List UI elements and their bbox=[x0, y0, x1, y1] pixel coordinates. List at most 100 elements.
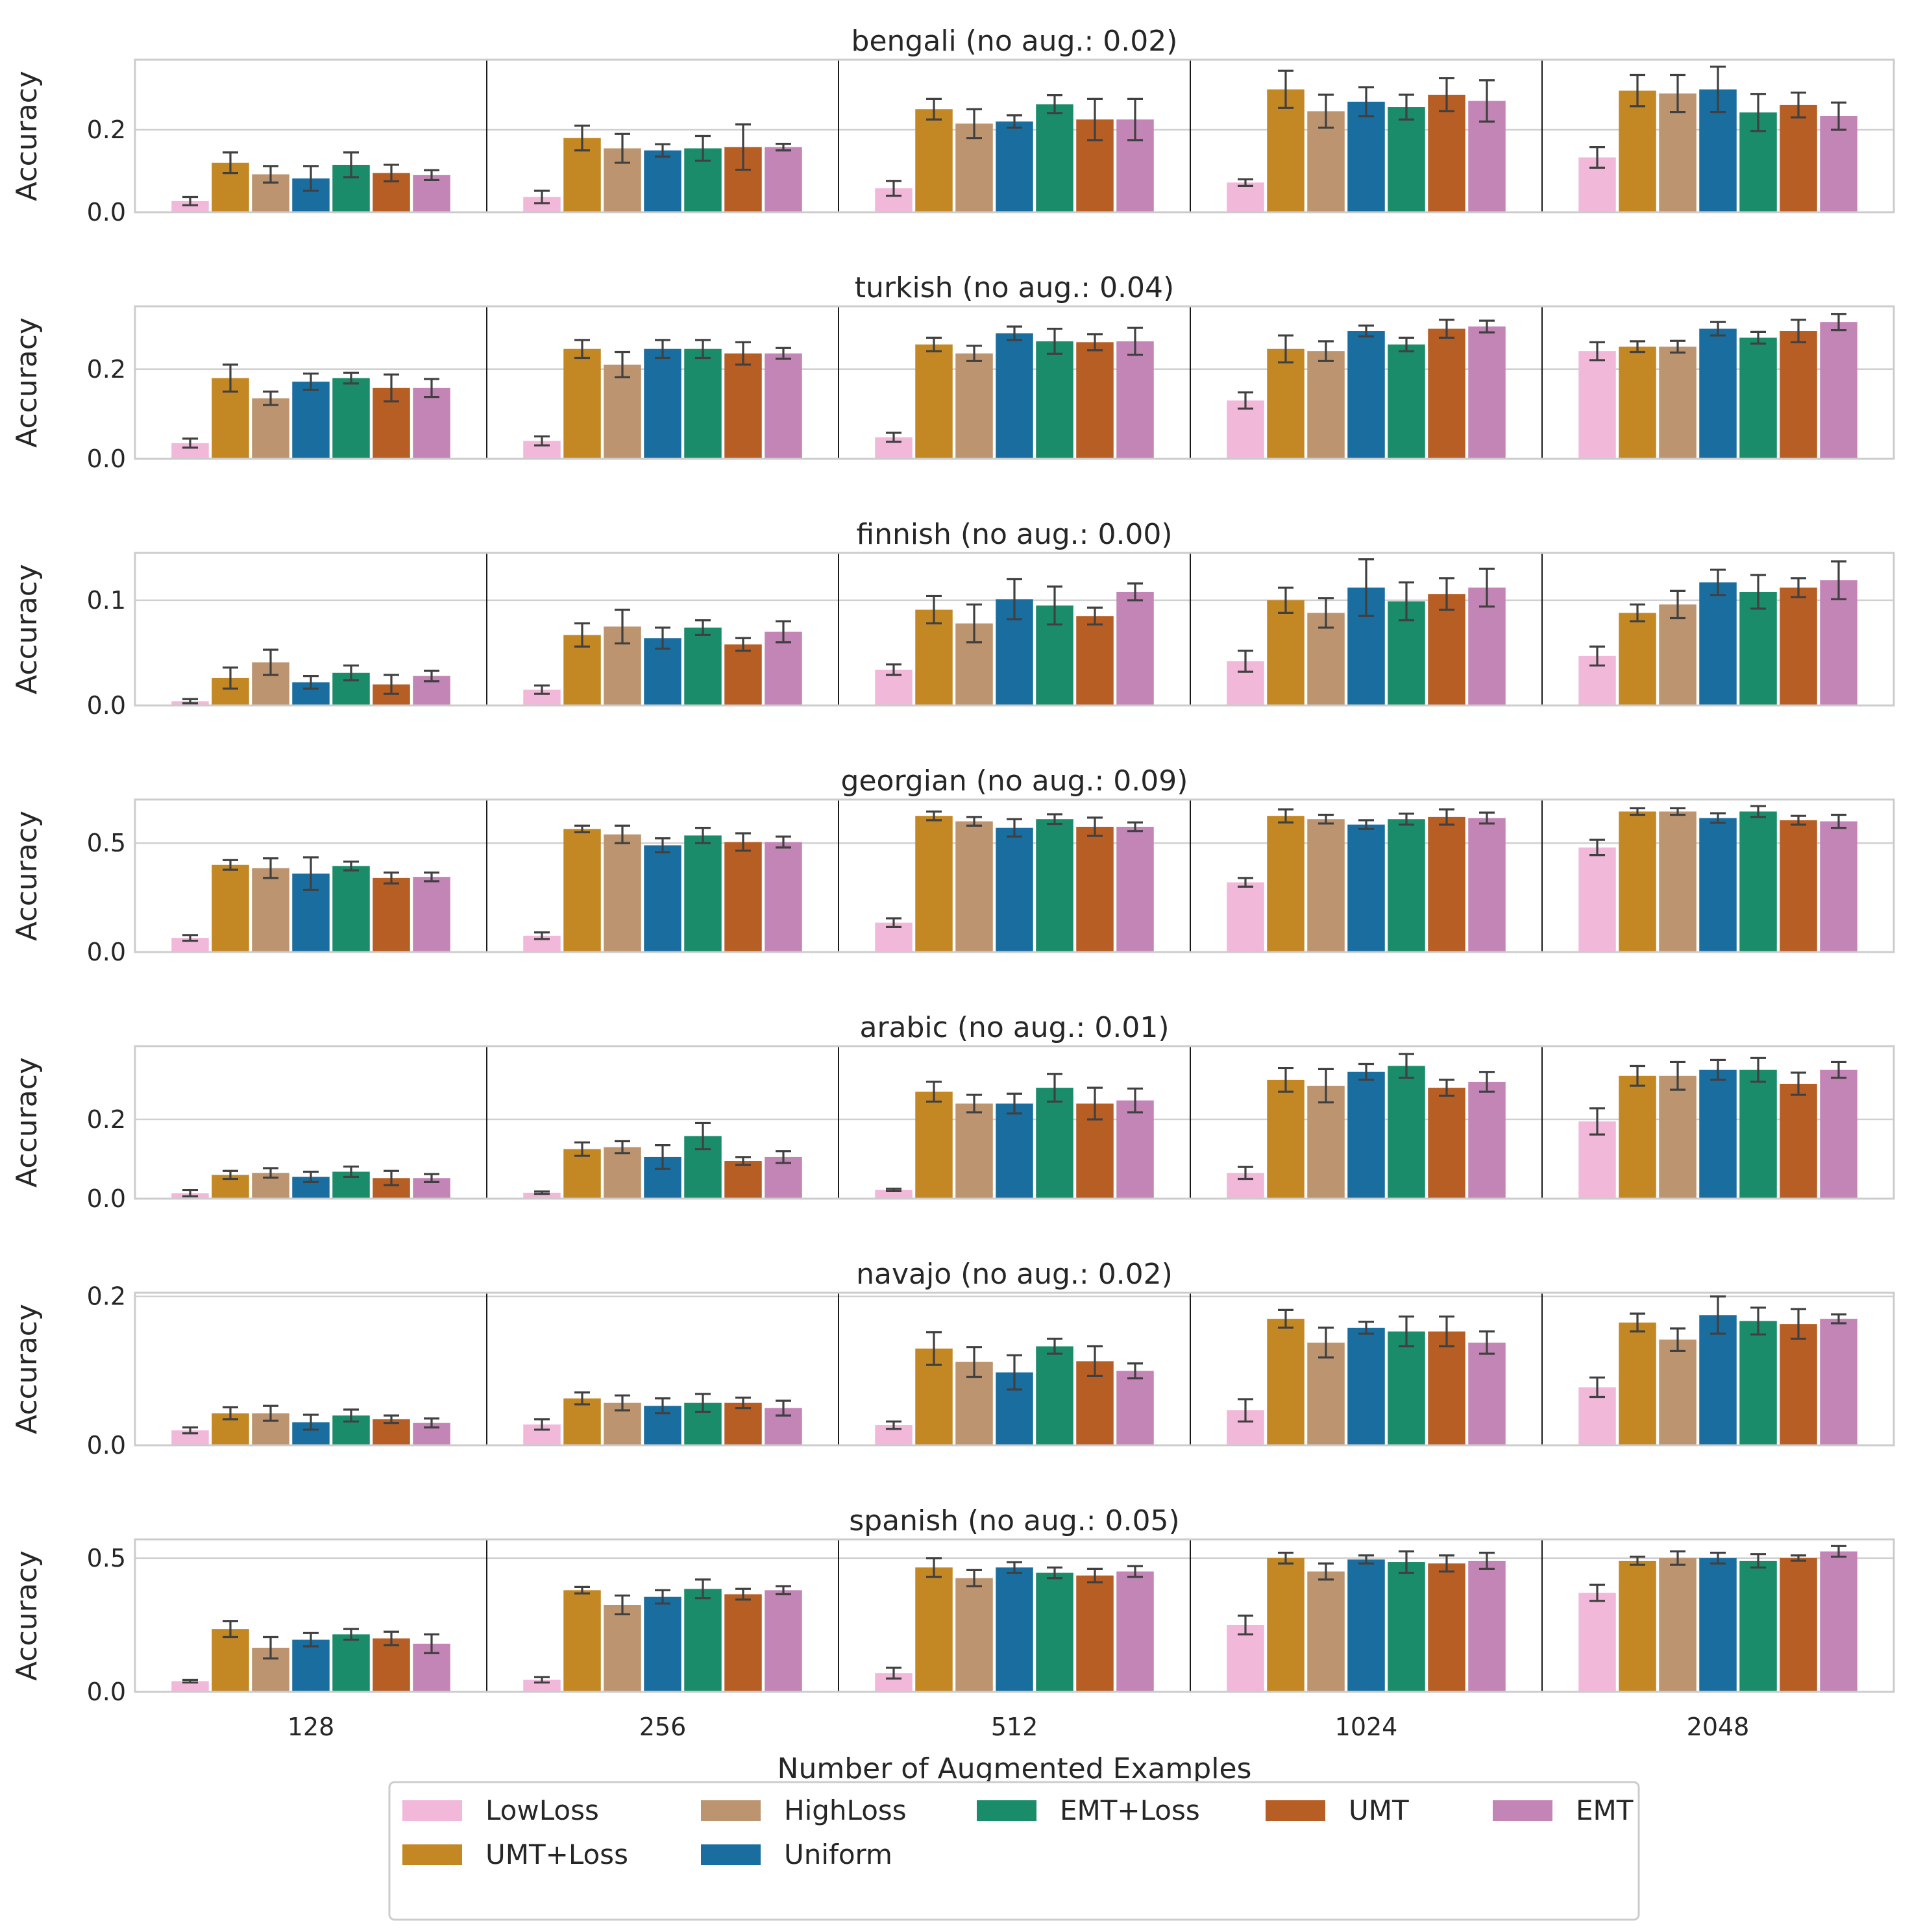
error-bar bbox=[1439, 1554, 1454, 1573]
error-bar bbox=[1479, 319, 1495, 334]
y-axis-label: Accuracy bbox=[10, 1057, 43, 1188]
legend-swatch-lowloss bbox=[402, 1800, 462, 1821]
panel-frame bbox=[134, 798, 1895, 953]
panel-frame bbox=[134, 552, 1895, 707]
error-bar bbox=[182, 1426, 198, 1435]
bar-uniform-512 bbox=[996, 827, 1033, 952]
bar-emt-256 bbox=[765, 1590, 802, 1692]
error-bar bbox=[1358, 324, 1374, 337]
error-bar bbox=[1007, 578, 1022, 620]
bar-umt-plusloss-512 bbox=[915, 1092, 953, 1199]
bar-uniform-2048 bbox=[1699, 1558, 1737, 1692]
error-bar bbox=[1318, 1562, 1334, 1581]
bar-umt-256 bbox=[724, 842, 762, 952]
error-bar bbox=[1127, 821, 1143, 833]
panel-title: finnish (no aug.: 0.00) bbox=[856, 518, 1172, 551]
error-bar bbox=[926, 810, 942, 822]
bar-umt-plusloss-2048 bbox=[1619, 1075, 1656, 1199]
error-bar bbox=[1047, 1338, 1062, 1355]
error-bar bbox=[735, 1397, 751, 1410]
error-bar bbox=[384, 1630, 399, 1646]
bar-uniform-512 bbox=[996, 121, 1033, 212]
y-axis-label: Accuracy bbox=[10, 71, 43, 201]
bar-uniform-256 bbox=[644, 348, 681, 459]
legend-label-emt-plusloss: EMT+Loss bbox=[1060, 1794, 1200, 1826]
bar-emt-128 bbox=[413, 877, 450, 952]
error-bar bbox=[1007, 1354, 1022, 1391]
bar-highloss-2048 bbox=[1659, 1075, 1697, 1199]
error-bar bbox=[1047, 585, 1062, 626]
error-bar bbox=[966, 816, 982, 827]
error-bar bbox=[735, 1156, 751, 1166]
error-bar bbox=[534, 931, 550, 940]
bar-highloss-256 bbox=[604, 364, 641, 459]
error-bar bbox=[303, 856, 319, 891]
y-tick-label: 0.1 bbox=[87, 586, 126, 615]
y-axis-label: Accuracy bbox=[10, 317, 43, 448]
error-bar bbox=[1630, 1556, 1645, 1566]
error-bar bbox=[655, 1397, 670, 1415]
bar-umt-plusloss-512 bbox=[915, 609, 953, 705]
error-bar bbox=[424, 669, 439, 683]
panel-frame bbox=[134, 1538, 1895, 1693]
bar-highloss-2048 bbox=[1659, 1339, 1697, 1445]
y-axis-label: Accuracy bbox=[10, 1304, 43, 1434]
error-bar bbox=[263, 165, 278, 184]
bar-emt-256 bbox=[765, 147, 802, 212]
error-bar bbox=[1047, 1073, 1062, 1103]
panel-title: spanish (no aug.: 0.05) bbox=[849, 1504, 1179, 1537]
bar-uniform-128 bbox=[292, 1639, 330, 1692]
error-bar bbox=[1399, 1053, 1414, 1079]
bar-umt-plusloss-256 bbox=[563, 829, 601, 952]
bar-lowloss-1024 bbox=[1227, 182, 1264, 212]
bar-emt-plusloss-256 bbox=[684, 835, 722, 952]
error-bar bbox=[926, 336, 942, 352]
error-bar bbox=[1791, 1308, 1806, 1340]
error-bar bbox=[384, 373, 399, 403]
error-bar bbox=[1358, 1321, 1374, 1335]
error-bar bbox=[1358, 1554, 1374, 1565]
error-bar bbox=[966, 345, 982, 362]
error-bar bbox=[303, 165, 319, 192]
error-bar bbox=[1630, 73, 1645, 108]
legend-label-umt-plusloss: UMT+Loss bbox=[485, 1839, 628, 1870]
error-bar bbox=[926, 1331, 942, 1366]
y-tick-label: 0.2 bbox=[87, 355, 126, 384]
bar-uniform-256 bbox=[644, 845, 681, 952]
bar-highloss-2048 bbox=[1659, 347, 1697, 459]
bar-highloss-1024 bbox=[1307, 819, 1345, 952]
error-bar bbox=[1439, 1079, 1454, 1097]
error-bar bbox=[343, 664, 359, 681]
error-bar bbox=[776, 1399, 791, 1417]
panel-title: bengali (no aug.: 0.02) bbox=[852, 25, 1178, 58]
panel-title: arabic (no aug.: 0.01) bbox=[859, 1011, 1169, 1044]
error-bar bbox=[1047, 327, 1062, 355]
error-bar bbox=[886, 917, 901, 928]
bar-umt-plusloss-1024 bbox=[1267, 1079, 1305, 1199]
bar-emt-plusloss-1024 bbox=[1388, 344, 1425, 459]
legend-swatch-emt bbox=[1493, 1800, 1552, 1821]
bar-umt-2048 bbox=[1780, 1083, 1817, 1199]
bar-uniform-2048 bbox=[1699, 1070, 1737, 1199]
error-bar bbox=[182, 1678, 198, 1684]
bar-highloss-128 bbox=[252, 398, 289, 459]
error-bar bbox=[1127, 582, 1143, 602]
error-bar bbox=[655, 837, 670, 853]
error-bar bbox=[886, 1667, 901, 1680]
y-tick-label: 0.0 bbox=[87, 1678, 126, 1706]
error-bar bbox=[263, 390, 278, 406]
bar-emt-plusloss-256 bbox=[684, 1589, 722, 1692]
bar-uniform-1024 bbox=[1347, 1559, 1385, 1692]
y-tick-label: 0.0 bbox=[87, 445, 126, 473]
error-bar bbox=[695, 619, 711, 637]
error-bar bbox=[1278, 69, 1293, 109]
error-bar bbox=[886, 180, 901, 197]
error-bar bbox=[1278, 1308, 1293, 1329]
bar-umt-1024 bbox=[1428, 816, 1465, 952]
error-bar bbox=[1127, 1565, 1143, 1578]
error-bar bbox=[574, 339, 590, 360]
legend-swatch-umt-plusloss bbox=[402, 1844, 462, 1865]
y-tick-label: 0.5 bbox=[87, 1544, 126, 1572]
error-bar bbox=[776, 1585, 791, 1596]
bar-highloss-2048 bbox=[1659, 93, 1697, 212]
